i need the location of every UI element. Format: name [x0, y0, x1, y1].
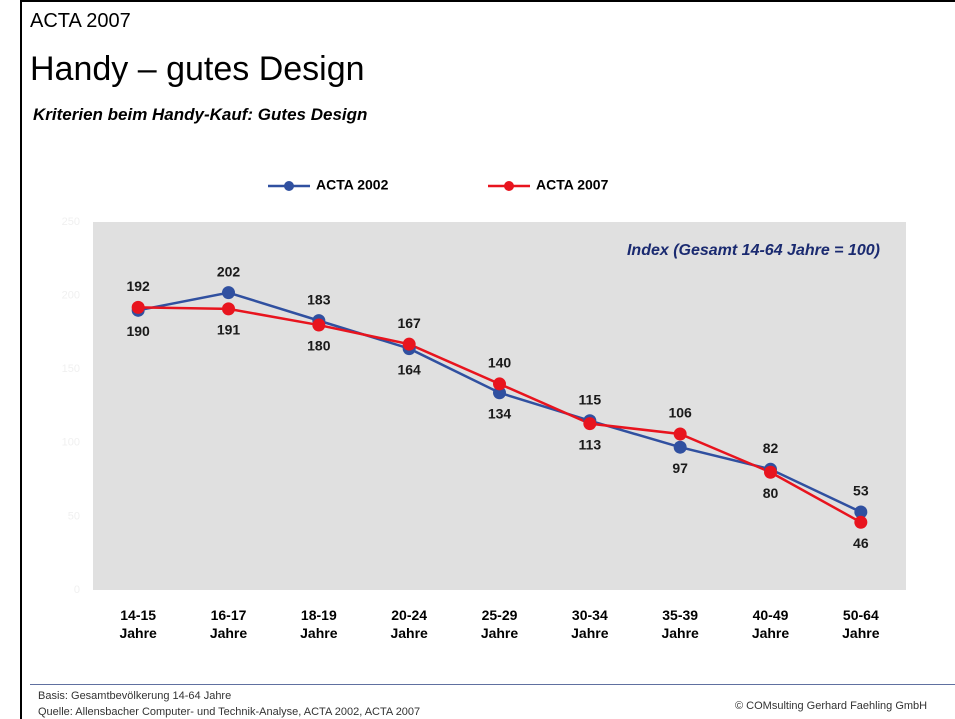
point: [312, 318, 326, 332]
x-tick-label: 35-39 Jahre: [661, 607, 699, 641]
data-label: 202: [217, 263, 241, 279]
legend-marker: [284, 181, 294, 191]
x-tick-label: 40-49 Jahre: [751, 607, 790, 641]
x-tick-label: 14-15 Jahre: [119, 607, 157, 641]
point: [493, 377, 506, 391]
point: [222, 286, 235, 300]
data-label: 183: [307, 291, 331, 307]
footer-line: [30, 684, 955, 685]
point: [673, 427, 687, 441]
data-label: 190: [126, 323, 150, 339]
data-label: 106: [668, 405, 692, 421]
data-label: 46: [853, 535, 869, 551]
x-tick-label: 25-29 Jahre: [480, 607, 519, 641]
plot-area: [93, 222, 906, 590]
kicker: ACTA 2007: [30, 10, 131, 32]
subtitle: Kriterien beim Handy-Kauf: Gutes Design: [33, 105, 368, 124]
data-label: 180: [307, 338, 331, 354]
copyright: © COMsulting Gerhard Faehling GmbH: [735, 700, 928, 712]
x-tick-label: 50-64 Jahre: [842, 607, 880, 641]
data-label: 53: [853, 483, 869, 499]
data-label: 191: [217, 322, 241, 338]
data-label: 164: [397, 361, 421, 377]
data-label: 167: [397, 315, 421, 331]
annotation: Index (Gesamt 14-64 Jahre = 100): [627, 242, 880, 259]
y-tick-label: 150: [62, 363, 80, 375]
point: [854, 505, 868, 519]
legend-marker: [504, 181, 514, 191]
data-label: 82: [763, 440, 779, 456]
point: [764, 465, 777, 479]
data-label: 97: [672, 460, 688, 476]
frame: [20, 0, 955, 2]
data-label: 113: [579, 436, 602, 452]
y-tick-label: 250: [62, 216, 80, 228]
x-tick-label: 30-34 Jahre: [571, 607, 609, 641]
y-tick-label: 100: [62, 437, 80, 449]
data-label: 115: [579, 391, 602, 407]
point: [854, 515, 868, 529]
point: [222, 302, 235, 316]
data-label: 80: [763, 485, 779, 501]
data-label: 140: [488, 355, 512, 371]
footer-source: Quelle: Allensbacher Computer- und Techn…: [38, 706, 421, 718]
x-tick-label: 16-17 Jahre: [209, 607, 248, 641]
legend-label: ACTA 2002: [316, 177, 389, 193]
frame: [20, 0, 22, 719]
point: [402, 337, 416, 351]
slide-title: Handy – gutes Design: [30, 50, 365, 88]
x-tick-label: 18-19 Jahre: [300, 607, 338, 641]
y-tick-label: 0: [74, 584, 80, 596]
x-tick-label: 20-24 Jahre: [390, 607, 428, 641]
y-tick-label: 50: [68, 510, 80, 522]
data-label: 192: [126, 278, 150, 294]
point: [131, 300, 145, 314]
point: [673, 440, 687, 454]
footer-basis: Basis: Gesamtbevölkerung 14-64 Jahre: [38, 690, 232, 702]
point: [583, 417, 597, 431]
data-label: 134: [488, 405, 512, 421]
legend-label: ACTA 2007: [536, 177, 609, 193]
y-tick-label: 200: [62, 290, 80, 302]
